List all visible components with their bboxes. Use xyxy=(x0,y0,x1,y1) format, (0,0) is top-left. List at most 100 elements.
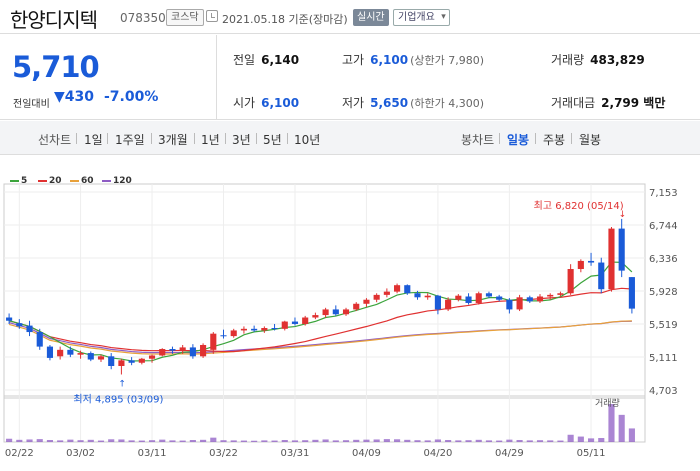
y-tick-label: 5,928 xyxy=(649,287,678,298)
candle-body xyxy=(46,346,54,358)
legend-ma60: 60 xyxy=(70,176,94,186)
volume-bar xyxy=(302,440,309,442)
candle-body xyxy=(6,317,13,321)
candle-body xyxy=(16,323,23,327)
stock-code: 078350 xyxy=(120,11,166,25)
volume-bar xyxy=(169,440,176,442)
volume-bar xyxy=(332,440,339,442)
divider xyxy=(287,133,288,144)
volume-bar xyxy=(210,437,217,442)
volume-cell: 거래량 483,829 xyxy=(551,51,645,68)
candle-body xyxy=(322,309,329,316)
amount-value: 2,799 백만 xyxy=(601,96,666,110)
x-tick-label: 05/11 xyxy=(577,448,606,459)
tab-10year[interactable]: 10년 xyxy=(294,133,321,147)
candle-body xyxy=(445,299,452,310)
candle-body xyxy=(516,297,523,310)
candle-body xyxy=(138,358,145,363)
tab-3month[interactable]: 3개월 xyxy=(158,133,188,147)
tab-3year[interactable]: 3년 xyxy=(232,133,251,147)
candlestick-chart[interactable]: 7,153 6,744 6,336 5,928 5,519 5,111 4,703 02/22… xyxy=(0,182,700,471)
price-summary: 5,710 전일대비 ▼430 -7.00% 전일 6,140 고가 6,100 (상… xyxy=(0,35,700,120)
prev-close-value: 6,140 xyxy=(261,53,300,67)
candle-body xyxy=(557,293,564,295)
volume-bar xyxy=(404,439,411,442)
chart-tabs: 선차트 1일 1주일 3개월 1년 3년 5년 10년 봉차트 일봉 주봉 월봉 xyxy=(0,121,700,155)
volume-bar xyxy=(251,440,258,442)
legend-ma20: 20 xyxy=(38,176,62,186)
volume-bar xyxy=(261,440,268,442)
tab-1day[interactable]: 1일 xyxy=(84,133,103,147)
candle-body xyxy=(169,349,176,351)
x-tick-label: 03/22 xyxy=(209,448,238,459)
change-rate: -7.00% xyxy=(104,89,159,105)
candle-body xyxy=(271,328,278,330)
candle-body xyxy=(118,360,125,366)
divider xyxy=(107,133,108,144)
candle-body xyxy=(251,328,258,331)
current-price: 5,710 xyxy=(12,50,100,84)
volume-bar xyxy=(485,440,493,442)
live-button[interactable]: 실시간 xyxy=(353,9,389,26)
volume-bar xyxy=(36,439,43,442)
candle-body xyxy=(628,277,635,309)
volume-bar xyxy=(618,414,625,442)
tab-monthly[interactable]: 월봉 xyxy=(579,133,602,147)
volume-bar xyxy=(445,440,452,442)
change-label: 전일대비 xyxy=(13,99,50,110)
tab-candle-chart[interactable]: 봉차트 xyxy=(461,133,495,147)
y-tick-label: 4,703 xyxy=(649,386,678,397)
tab-1week[interactable]: 1주일 xyxy=(115,133,145,147)
volume-bar xyxy=(496,440,503,442)
legend-ma120-label: 120 xyxy=(113,176,132,186)
tab-5year[interactable]: 5년 xyxy=(263,133,282,147)
tab-1year[interactable]: 1년 xyxy=(201,133,220,147)
volume-bar xyxy=(394,439,401,442)
up-arrow-icon: ↑ xyxy=(118,379,126,389)
prev-close-cell: 전일 6,140 xyxy=(233,51,299,68)
candle-body xyxy=(77,353,84,355)
candle-body xyxy=(485,293,493,297)
candle-body xyxy=(57,349,64,357)
amount-label: 거래대금 xyxy=(551,96,596,110)
volume-bar xyxy=(598,438,605,442)
volume-bar xyxy=(230,440,237,442)
volume-bar xyxy=(373,439,380,442)
tab-line-chart[interactable]: 선차트 xyxy=(38,133,72,147)
volume-bar xyxy=(118,439,125,442)
clock-icon xyxy=(206,10,218,22)
divider xyxy=(151,133,152,144)
date-text: 2021.05.18 기준(장마감) xyxy=(222,13,348,26)
prev-close-label: 전일 xyxy=(233,53,256,67)
candle-body xyxy=(281,321,288,329)
lower-limit: (하한가 4,300) xyxy=(410,97,484,110)
tab-daily[interactable]: 일봉 xyxy=(507,133,530,147)
volume-bar xyxy=(587,438,595,442)
tab-weekly[interactable]: 주봉 xyxy=(543,133,566,147)
corp-overview-dropdown[interactable]: 기업개요 xyxy=(393,9,450,26)
volume-bar xyxy=(342,440,350,442)
volume-value: 483,829 xyxy=(590,53,645,67)
volume-bar xyxy=(567,434,574,442)
low-value: 5,650 xyxy=(370,96,409,110)
volume-bar xyxy=(383,439,390,442)
volume-bar xyxy=(465,440,472,442)
amount-cell: 거래대금 2,799 백만 xyxy=(551,94,665,111)
open-cell: 시가 6,100 xyxy=(233,94,299,111)
volume-bar xyxy=(271,440,278,442)
stock-name: 한양디지텍 xyxy=(10,8,98,32)
volume-bar xyxy=(353,439,360,442)
candle-body xyxy=(567,269,574,294)
high-label: 고가 xyxy=(342,53,365,67)
volume-bar xyxy=(159,439,166,442)
low-annotation: 최저 4,895 (03/09) xyxy=(73,393,163,405)
volume-bar xyxy=(526,440,533,442)
candle-body xyxy=(536,296,544,302)
x-tick-label: 03/31 xyxy=(281,448,310,459)
volume-bar xyxy=(26,439,33,442)
candle-body xyxy=(414,293,421,298)
x-tick-label: 04/29 xyxy=(495,448,524,459)
volume-bar xyxy=(414,440,421,442)
volume-bar xyxy=(424,440,431,442)
volume-bar xyxy=(179,440,186,442)
